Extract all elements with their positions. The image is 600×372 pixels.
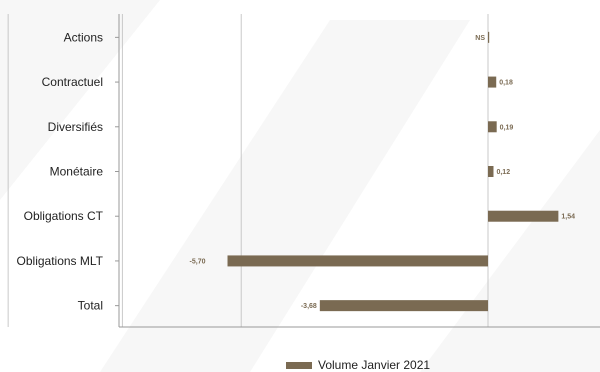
category-label: Total — [78, 299, 103, 313]
bar-diversifiés — [488, 121, 497, 133]
bar-actions — [488, 31, 490, 43]
bar-obligations-ct — [488, 210, 559, 222]
bar-obligations-mlt — [227, 255, 488, 267]
category-label: Monétaire — [50, 165, 104, 179]
data-label: -3,68 — [301, 303, 317, 310]
legend-swatch — [286, 361, 312, 369]
data-label: 0,12 — [496, 169, 510, 176]
data-label: 0,19 — [500, 124, 514, 131]
data-label: 0,18 — [499, 80, 513, 87]
data-label: 1,54 — [561, 214, 575, 221]
data-label: NS — [475, 35, 485, 42]
category-label: Actions — [64, 30, 103, 44]
bar-contractuel — [488, 76, 497, 88]
category-label: Diversifiés — [48, 120, 103, 134]
legend-label: Volume Janvier 2021 — [318, 358, 431, 372]
legend: Volume Janvier 2021 — [286, 358, 430, 372]
bar-total — [319, 300, 488, 312]
category-label: Obligations MLT — [17, 254, 104, 268]
bar-monétaire — [488, 166, 494, 177]
category-label: Obligations CT — [24, 209, 104, 223]
category-label: Contractuel — [42, 75, 103, 89]
data-label: -5,70 — [190, 258, 206, 265]
